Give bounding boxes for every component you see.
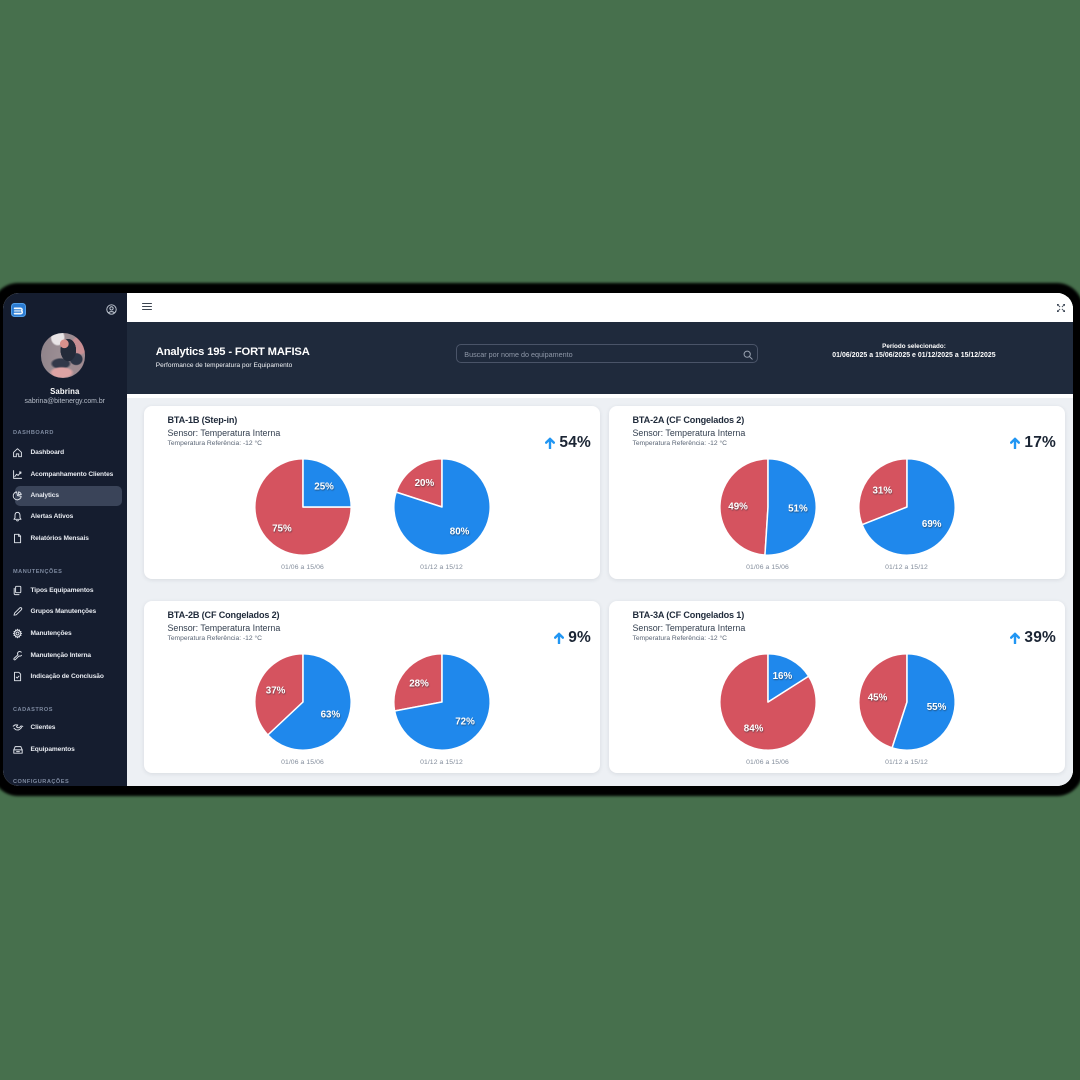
svg-text:16%: 16% xyxy=(772,671,792,682)
svg-text:37%: 37% xyxy=(265,686,285,697)
svg-text:31%: 31% xyxy=(872,486,892,497)
svg-text:20%: 20% xyxy=(414,478,434,489)
svg-text:55%: 55% xyxy=(926,702,946,713)
svg-text:28%: 28% xyxy=(409,678,429,689)
svg-text:63%: 63% xyxy=(320,709,340,720)
svg-text:80%: 80% xyxy=(449,527,469,538)
svg-text:69%: 69% xyxy=(921,519,941,530)
svg-text:72%: 72% xyxy=(455,716,475,727)
svg-text:84%: 84% xyxy=(743,724,763,735)
svg-text:75%: 75% xyxy=(272,524,292,535)
svg-text:49%: 49% xyxy=(728,502,748,513)
svg-text:51%: 51% xyxy=(788,503,808,514)
svg-text:25%: 25% xyxy=(314,481,334,492)
svg-text:45%: 45% xyxy=(867,693,887,704)
